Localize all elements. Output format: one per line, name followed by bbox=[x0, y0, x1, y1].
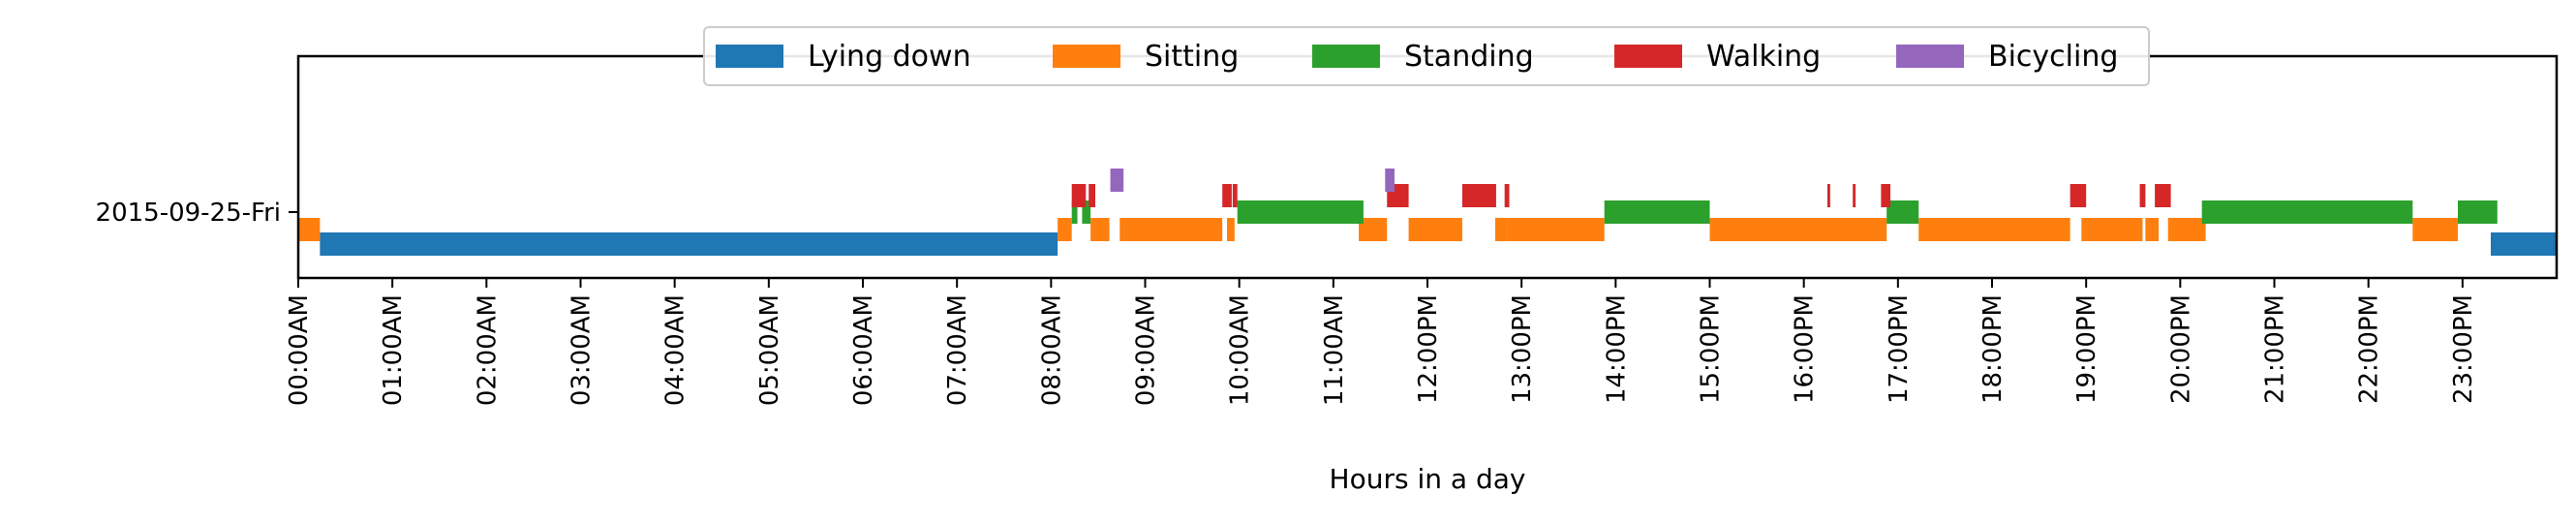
bar-standing-1 bbox=[1082, 200, 1091, 224]
x-tick-label: 22:00PM bbox=[2355, 294, 2384, 404]
bar-standing-3 bbox=[1604, 200, 1710, 224]
bar-sitting-0 bbox=[298, 218, 321, 241]
x-tick-label: 21:00PM bbox=[2261, 294, 2290, 404]
bar-walking-8 bbox=[1853, 184, 1856, 207]
bar-sitting-10 bbox=[1918, 218, 2070, 241]
legend: Lying down Sitting Standing Walking Bicyclin… bbox=[703, 26, 2150, 86]
x-tick-label: 19:00PM bbox=[2072, 294, 2101, 404]
bar-walking-10 bbox=[2070, 184, 2087, 207]
x-tick-label: 04:00AM bbox=[661, 294, 690, 406]
x-tick-label: 16:00PM bbox=[1791, 294, 1820, 404]
bar-standing-6 bbox=[2457, 200, 2498, 224]
bar-sitting-1 bbox=[1058, 218, 1072, 241]
legend-label-lying-down: Lying down bbox=[808, 40, 971, 74]
x-tick-label: 14:00PM bbox=[1602, 294, 1631, 404]
x-axis-label: Hours in a day bbox=[1330, 463, 1526, 495]
bar-sitting-11 bbox=[2081, 218, 2143, 241]
bar-sitting-7 bbox=[1494, 218, 1508, 241]
legend-swatch-standing bbox=[1312, 45, 1380, 68]
legend-swatch-lying-down bbox=[716, 45, 783, 68]
bar-lying-down-1 bbox=[2490, 232, 2557, 256]
x-tick-label: 11:00AM bbox=[1320, 294, 1349, 406]
bar-sitting-6 bbox=[1408, 218, 1462, 241]
bar-standing-4 bbox=[1886, 200, 1919, 224]
bar-walking-1 bbox=[1089, 184, 1096, 207]
legend-label-walking: Walking bbox=[1706, 40, 1821, 74]
bar-standing-0 bbox=[1071, 200, 1078, 224]
x-tick-label: 01:00AM bbox=[379, 294, 408, 406]
x-tick-label: 09:00AM bbox=[1132, 294, 1161, 406]
bar-sitting-13 bbox=[2167, 218, 2206, 241]
bar-walking-5 bbox=[1461, 184, 1496, 207]
activity-bars bbox=[298, 169, 2557, 256]
legend-label-bicycling: Bicycling bbox=[1988, 40, 2118, 74]
bar-walking-12 bbox=[2155, 184, 2171, 207]
legend-label-sitting: Sitting bbox=[1145, 40, 1239, 74]
bar-walking-6 bbox=[1504, 184, 1510, 207]
bar-standing-2 bbox=[1237, 200, 1364, 224]
bar-walking-11 bbox=[2139, 184, 2146, 207]
x-tick-label: 02:00AM bbox=[473, 294, 502, 406]
bar-sitting-9 bbox=[1709, 218, 1887, 241]
bar-walking-2 bbox=[1222, 184, 1232, 207]
bar-sitting-4 bbox=[1227, 218, 1235, 241]
x-tick-label: 06:00AM bbox=[849, 294, 878, 406]
legend-swatch-bicycling bbox=[1896, 45, 1964, 68]
x-tick-label: 12:00PM bbox=[1414, 294, 1443, 404]
x-tick-label: 15:00PM bbox=[1697, 294, 1726, 404]
bar-walking-0 bbox=[1071, 184, 1087, 207]
bar-sitting-2 bbox=[1090, 218, 1110, 241]
legend-swatch-sitting bbox=[1053, 45, 1120, 68]
bar-sitting-8 bbox=[1507, 218, 1605, 241]
x-axis: 00:00AM 01:00AM 02:00AM 03:00AM 04:00AM 05:00… bbox=[285, 278, 2478, 406]
x-tick-label: 07:00AM bbox=[943, 294, 972, 406]
legend-box bbox=[703, 26, 2150, 86]
legend-swatch-walking bbox=[1614, 45, 1682, 68]
bar-walking-3 bbox=[1232, 184, 1238, 207]
bar-walking-9 bbox=[1881, 184, 1891, 207]
y-axis: 2015-09-25-Fri bbox=[96, 199, 298, 228]
x-tick-label: 23:00PM bbox=[2449, 294, 2478, 404]
x-tick-label: 08:00AM bbox=[1037, 294, 1066, 406]
bar-sitting-14 bbox=[2412, 218, 2458, 241]
x-tick-label: 20:00PM bbox=[2166, 294, 2195, 404]
bar-bicycling-0 bbox=[1110, 169, 1124, 192]
bar-bicycling-1 bbox=[1385, 169, 1395, 192]
x-tick-label: 17:00PM bbox=[1885, 294, 1914, 404]
bar-sitting-3 bbox=[1119, 218, 1223, 241]
bar-standing-5 bbox=[2201, 200, 2413, 224]
y-tick-label-day: 2015-09-25-Fri bbox=[96, 199, 281, 228]
x-tick-label: 00:00AM bbox=[285, 294, 314, 406]
x-tick-label: 03:00AM bbox=[567, 294, 597, 406]
x-tick-label: 18:00PM bbox=[1978, 294, 2008, 404]
x-tick-label: 05:00AM bbox=[755, 294, 784, 406]
legend-label-standing: Standing bbox=[1404, 40, 1534, 74]
x-tick-label: 13:00PM bbox=[1508, 294, 1537, 404]
bar-walking-7 bbox=[1826, 184, 1830, 207]
bar-sitting-12 bbox=[2145, 218, 2159, 241]
bar-lying-down-0 bbox=[320, 232, 1058, 256]
x-tick-label: 10:00AM bbox=[1226, 294, 1255, 406]
